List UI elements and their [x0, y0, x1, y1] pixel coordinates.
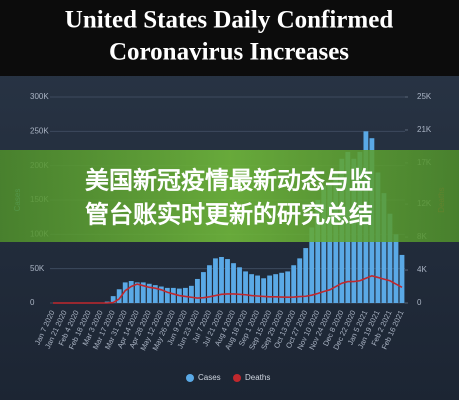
legend-label: Deaths [245, 373, 270, 382]
bar [400, 255, 405, 303]
bar [303, 248, 308, 303]
bar [285, 271, 290, 303]
legend-swatch [233, 374, 241, 382]
bar [231, 263, 236, 303]
y2-tick-label: 0 [417, 298, 422, 307]
bar [249, 274, 254, 303]
bar [237, 267, 242, 303]
bar [129, 281, 134, 303]
bar [267, 276, 272, 303]
banner-text: 管台账实时更新的研究总结 [85, 200, 373, 228]
bar [219, 257, 224, 303]
bar [189, 286, 194, 303]
y2-tick-label: 25K [417, 92, 432, 101]
bar [171, 288, 176, 303]
bar [195, 279, 200, 303]
legend-swatch [186, 374, 194, 382]
bar [279, 273, 284, 303]
y2-tick-label: 4K [417, 265, 427, 274]
y-tick-label: 250K [30, 126, 49, 135]
bar [225, 259, 230, 303]
y-tick-label: 300K [30, 92, 49, 101]
bar [273, 274, 278, 303]
header-title: United States Daily Confirmed [65, 7, 394, 34]
bar [243, 271, 248, 303]
legend-label: Cases [198, 373, 221, 382]
bar [255, 276, 260, 303]
header-title: Coronavirus Increases [109, 39, 349, 66]
y2-tick-label: 21K [417, 125, 432, 134]
y-tick-label: 50K [30, 264, 45, 273]
bar [261, 278, 266, 303]
banner-text: 美国新冠疫情最新动态与监 [85, 166, 373, 194]
bar [394, 234, 399, 303]
bar [165, 288, 170, 303]
y-tick-label: 0 [30, 298, 35, 307]
